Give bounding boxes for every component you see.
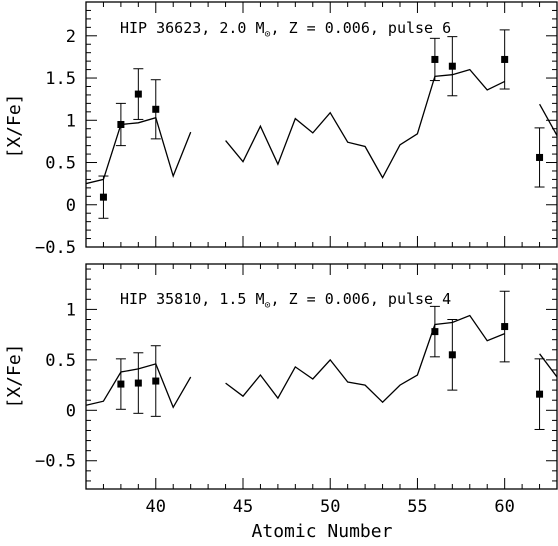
plot-data bbox=[86, 290, 557, 430]
model-line bbox=[86, 116, 192, 185]
y-tick-label: 0 bbox=[66, 401, 76, 421]
x-tick-label: 50 bbox=[320, 497, 340, 517]
observed-point bbox=[536, 153, 544, 161]
observed-point bbox=[448, 62, 456, 70]
x-tick-label: 60 bbox=[494, 497, 514, 517]
observed-point bbox=[152, 377, 160, 385]
panel-title-main: HIP 35810, 1.5 M bbox=[120, 290, 265, 308]
observed-point bbox=[99, 193, 107, 201]
y-tick-label: 1 bbox=[66, 300, 76, 320]
panel-title: HIP 36623, 2.0 M⊙, Z = 0.006, pulse 6 bbox=[120, 19, 451, 40]
model-line bbox=[225, 314, 505, 404]
panel-title: HIP 35810, 1.5 M⊙, Z = 0.006, pulse 4 bbox=[120, 290, 451, 311]
panel-title-main: HIP 36623, 2.0 M bbox=[120, 19, 265, 37]
y-axis-title: [X/Fe] bbox=[4, 343, 25, 408]
observed-point bbox=[448, 351, 456, 359]
x-axis-title: Atomic Number bbox=[252, 521, 393, 542]
observed-point bbox=[152, 105, 160, 113]
observed-point bbox=[117, 121, 125, 128]
solar-mass-symbol: ⊙ bbox=[265, 300, 271, 311]
x-tick-label: 45 bbox=[233, 497, 253, 517]
observed-point bbox=[536, 390, 544, 398]
y-tick-label: 1.5 bbox=[45, 69, 76, 89]
y-tick-label: 2 bbox=[66, 27, 76, 47]
plot-frame bbox=[85, 1, 558, 248]
panel-hip-36623: −0.5 0 0.5 1 1.5 2 [X/Fe] HIP 36623, 2.0 M⊙, Z … bbox=[4, 1, 558, 258]
y-tick-label: 0.5 bbox=[45, 154, 76, 174]
y-tick-label: 1 bbox=[66, 111, 76, 131]
panel-hip-35810: 40 45 50 55 60 −0.5 0 0.5 1 [X/Fe] HIP 35810, 1.5 … bbox=[4, 263, 558, 517]
observed-point bbox=[134, 90, 142, 98]
observed-point bbox=[134, 379, 142, 387]
y-tick-label: 0 bbox=[66, 196, 76, 216]
observed-point bbox=[431, 55, 439, 63]
observed-point bbox=[501, 323, 509, 331]
panel-title-rest: , Z = 0.006, pulse 4 bbox=[271, 290, 452, 308]
observed-point bbox=[501, 55, 509, 63]
x-tick-label: 55 bbox=[407, 497, 427, 517]
model-line bbox=[225, 68, 505, 180]
y-tick-label: −0.5 bbox=[35, 452, 76, 472]
observed-point bbox=[117, 380, 125, 388]
plot-data bbox=[86, 29, 557, 219]
model-line bbox=[539, 103, 557, 136]
panel-title-rest: , Z = 0.006, pulse 6 bbox=[271, 19, 452, 37]
solar-mass-symbol: ⊙ bbox=[265, 29, 271, 40]
y-tick-label: 0.5 bbox=[45, 351, 76, 371]
y-axis-title: [X/Fe] bbox=[4, 93, 25, 158]
y-tick-label: −0.5 bbox=[35, 238, 76, 258]
model-line bbox=[539, 353, 557, 378]
observed-point bbox=[431, 328, 439, 336]
x-tick-label: 40 bbox=[146, 497, 166, 517]
